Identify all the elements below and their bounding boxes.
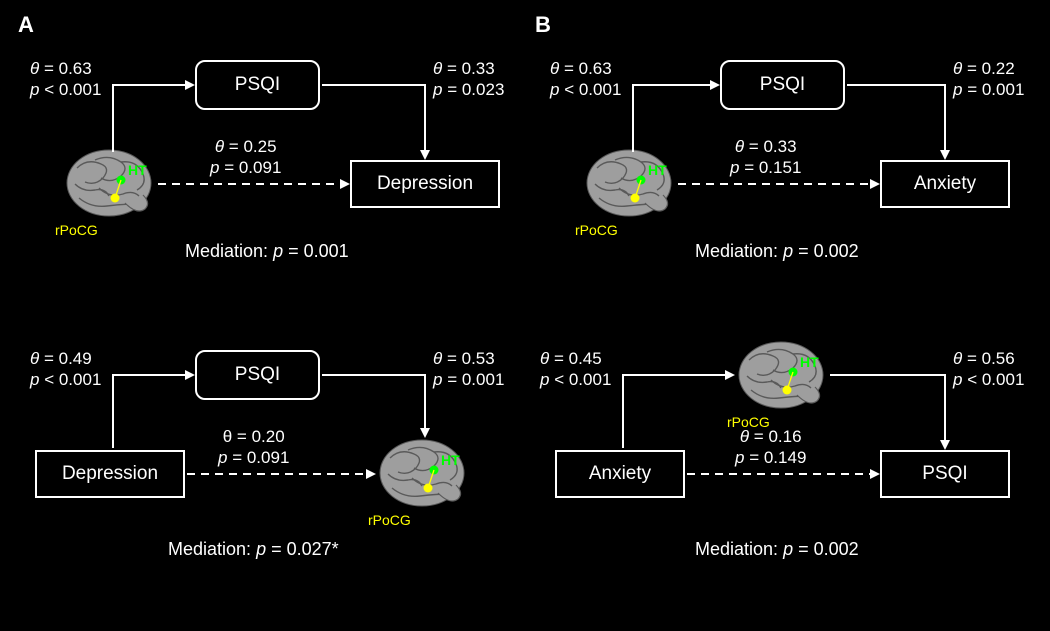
panel-label-b: B: [535, 12, 551, 38]
b-bot-outcome-box: PSQI: [880, 450, 1010, 498]
a-top-path-a-arrow: [0, 0, 1050, 631]
a-bot-path-a-arrow: [0, 0, 1050, 631]
a-bot-predictor-box: Depression: [35, 450, 185, 498]
b-bot-path-c-arrow: [0, 0, 1050, 631]
b-top-path-a-arrow: [0, 0, 1050, 631]
b-top-rpocg-label: rPoCG: [575, 222, 618, 240]
a-bot-brain-icon: [378, 438, 468, 510]
b-top-mediator-psqi-box: PSQI: [720, 60, 845, 110]
b-bot-outcome-label: PSQI: [922, 463, 967, 485]
panel-label-a: A: [18, 12, 34, 38]
b-bot-path-a-stats: θ = 0.45 p < 0.001: [540, 348, 611, 391]
b-bot-path-c-stats: θ = 0.16 p = 0.149: [735, 426, 806, 469]
b-top-mediation: Mediation: p = 0.002: [695, 240, 859, 263]
b-bot-path-b-arrow: [0, 0, 1050, 631]
b-top-path-c-arrow: [0, 0, 1050, 631]
b-top-ht-label: HT: [648, 162, 667, 180]
b-top-outcome-label: Anxiety: [914, 173, 976, 195]
a-top-path-c-arrow: [0, 0, 1050, 631]
a-bot-path-c-arrow: [0, 0, 1050, 631]
a-bot-path-c-stats: θ = 0.20 p = 0.091: [218, 426, 289, 469]
b-top-outcome-box: Anxiety: [880, 160, 1010, 208]
b-bot-predictor-box: Anxiety: [555, 450, 685, 498]
a-top-mediation: Mediation: p = 0.001: [185, 240, 349, 263]
a-bot-path-a-stats: θ = 0.49 p < 0.001: [30, 348, 101, 391]
a-bot-ht-label: HT: [441, 452, 460, 470]
b-bot-ht-label: HT: [800, 354, 819, 372]
b-top-mediator-label: PSQI: [760, 74, 805, 96]
b-top-brain-icon: [585, 148, 675, 220]
a-top-path-c-stats: θ = 0.25 p = 0.091: [210, 136, 281, 179]
b-bot-path-b-stats: θ = 0.56 p < 0.001: [953, 348, 1024, 391]
a-top-outcome-label: Depression: [377, 173, 473, 195]
a-bot-rpocg-label: rPoCG: [368, 512, 411, 530]
b-top-path-b-arrow: [0, 0, 1050, 631]
a-top-path-b-stats: θ = 0.33 p = 0.023: [433, 58, 504, 101]
a-top-brain-icon: [65, 148, 155, 220]
b-bot-mediation: Mediation: p = 0.002: [695, 538, 859, 561]
a-top-outcome-box: Depression: [350, 160, 500, 208]
b-bot-brain-mediator-icon: [737, 340, 827, 412]
b-top-path-a-stats: θ = 0.63 p < 0.001: [550, 58, 621, 101]
b-bot-path-a-arrow: [0, 0, 1050, 631]
b-bot-predictor-label: Anxiety: [589, 463, 651, 485]
a-top-rpocg-label: rPoCG: [55, 222, 98, 240]
a-bot-predictor-label: Depression: [62, 463, 158, 485]
a-bot-path-b-arrow: [0, 0, 1050, 631]
a-bot-mediator-label: PSQI: [235, 364, 280, 386]
b-top-path-c-stats: θ = 0.33 p = 0.151: [730, 136, 801, 179]
a-top-path-b-arrow: [0, 0, 1050, 631]
a-top-path-a-stats: θ = 0.63 p < 0.001: [30, 58, 101, 101]
a-bot-path-b-stats: θ = 0.53 p = 0.001: [433, 348, 504, 391]
a-bot-mediator-psqi-box: PSQI: [195, 350, 320, 400]
a-top-mediator-psqi-box: PSQI: [195, 60, 320, 110]
a-top-ht-label: HT: [128, 162, 147, 180]
a-bot-mediation: Mediation: p = 0.027*: [168, 538, 339, 561]
b-top-path-b-stats: θ = 0.22 p = 0.001: [953, 58, 1024, 101]
a-top-mediator-label: PSQI: [235, 74, 280, 96]
